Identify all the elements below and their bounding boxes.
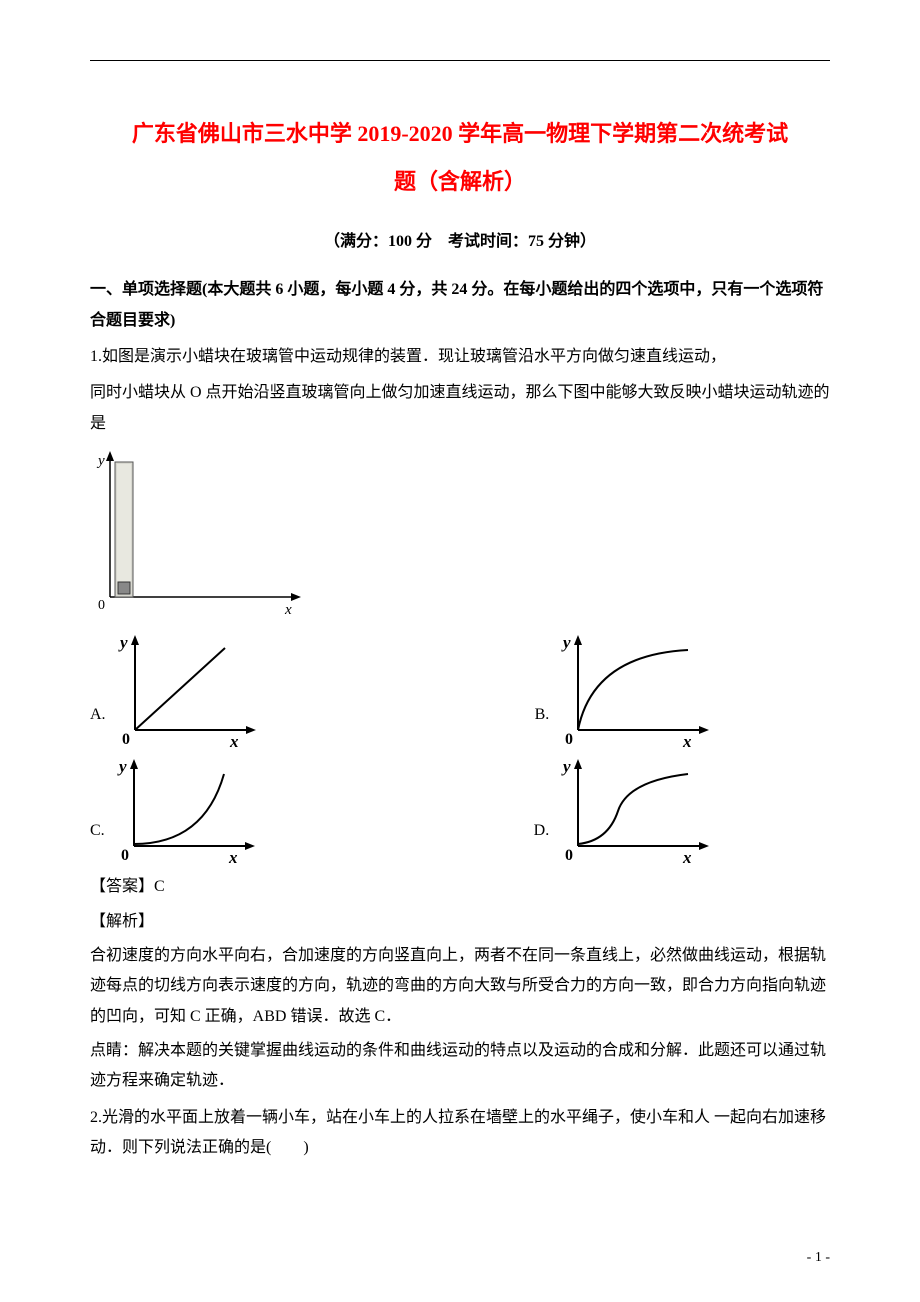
option-c: C. y x 0 xyxy=(90,756,264,866)
options-row-ab: A. y x 0 B. y x 0 xyxy=(90,630,830,750)
option-b: B. y x 0 xyxy=(535,630,719,750)
q1-analysis-2: 点睛：解决本题的关键掌握曲线运动的条件和曲线运动的特点以及运动的合成和分解．此题… xyxy=(90,1036,830,1097)
q1-text-2: 同时小蜡块从 O 点开始沿竖直玻璃管向上做匀加速直线运动，那么下图中能够大致反映… xyxy=(90,378,830,439)
top-divider xyxy=(90,60,830,61)
q1-answer: 【答案】C xyxy=(90,872,830,902)
svg-text:x: x xyxy=(284,602,292,618)
q1-setup-diagram: y x 0 xyxy=(90,447,830,622)
svg-text:0: 0 xyxy=(122,731,130,748)
svg-text:y: y xyxy=(117,757,127,776)
svg-text:0: 0 xyxy=(98,598,105,613)
options-row-cd: C. y x 0 D. y x 0 xyxy=(90,756,830,866)
exam-title: 广东省佛山市三水中学 2019-2020 学年高一物理下学期第二次统考试 题（含… xyxy=(90,110,830,207)
option-d-label: D. xyxy=(534,816,550,846)
section-header: 一、单项选择题(本大题共 6 小题，每小题 4 分，共 24 分。在每小题给出的… xyxy=(90,275,830,336)
svg-text:y: y xyxy=(561,757,571,776)
svg-text:0: 0 xyxy=(565,731,573,748)
option-a: A. y x 0 xyxy=(90,630,265,750)
title-line-1: 广东省佛山市三水中学 2019-2020 学年高一物理下学期第二次统考试 xyxy=(90,110,830,158)
svg-text:x: x xyxy=(682,848,692,866)
q1-analysis-label: 【解析】 xyxy=(90,907,830,937)
svg-text:x: x xyxy=(682,732,692,750)
svg-text:0: 0 xyxy=(121,847,129,864)
title-line-2: 题（含解析） xyxy=(90,158,830,206)
option-b-label: B. xyxy=(535,700,550,730)
page-number: - 1 - xyxy=(807,1245,830,1272)
option-c-graph: y x 0 xyxy=(109,756,264,866)
option-b-graph: y x 0 xyxy=(553,630,718,750)
svg-text:x: x xyxy=(229,732,239,750)
option-d-graph: y x 0 xyxy=(553,756,718,866)
svg-text:y: y xyxy=(118,633,128,652)
svg-text:y: y xyxy=(96,453,105,469)
option-a-label: A. xyxy=(90,700,106,730)
svg-text:x: x xyxy=(228,848,238,866)
option-a-graph: y x 0 xyxy=(110,630,265,750)
q1-text-1: 1.如图是演示小蜡块在玻璃管中运动规律的装置．现让玻璃管沿水平方向做匀速直线运动… xyxy=(90,342,830,372)
option-d: D. y x 0 xyxy=(534,756,719,866)
svg-text:y: y xyxy=(561,633,571,652)
q1-analysis-1: 合初速度的方向水平向右，合加速度的方向竖直向上，两者不在同一条直线上，必然做曲线… xyxy=(90,941,830,1032)
svg-text:0: 0 xyxy=(565,847,573,864)
exam-info: （满分：100 分 考试时间：75 分钟） xyxy=(90,227,830,257)
option-c-label: C. xyxy=(90,816,105,846)
q2-text: 2.光滑的水平面上放着一辆小车，站在小车上的人拉系在墙壁上的水平绳子，使小车和人… xyxy=(90,1103,830,1164)
